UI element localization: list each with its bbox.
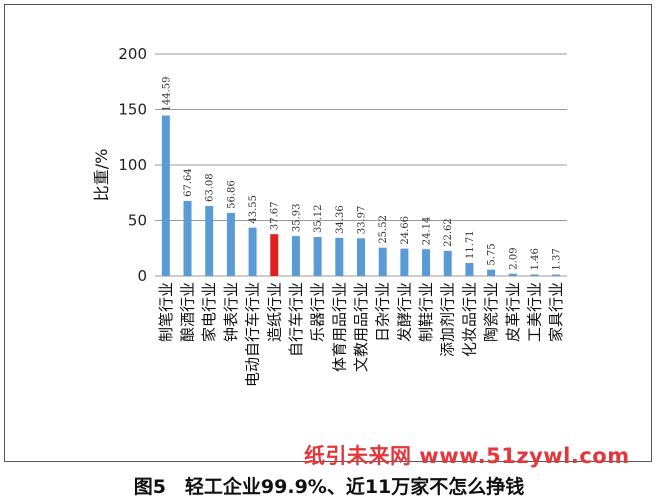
bar	[291, 236, 300, 276]
category-label: 皮革行业	[504, 282, 522, 342]
category-label: 电动自行车行业	[244, 282, 262, 387]
bar	[183, 200, 192, 276]
bar	[226, 212, 235, 276]
data-label: 67.64	[183, 168, 194, 197]
bar	[378, 247, 387, 276]
category-label: 家具行业	[547, 282, 565, 342]
category-label: 化妆品行业	[460, 282, 478, 357]
chart-frame: 0 50 100 150 200 144.59 67.64 63.08 56.86 43.55 3…	[4, 4, 652, 462]
bar	[487, 269, 496, 276]
category-label: 家电行业	[200, 282, 218, 342]
data-label: 25.52	[378, 215, 389, 244]
bar	[443, 250, 452, 276]
category-label: 文教用品行业	[352, 282, 370, 372]
category-label: 发酵行业	[395, 282, 413, 342]
bar	[205, 205, 214, 276]
figure-caption: 图5 轻工企业99.9%、近11万家不怎么挣钱	[133, 476, 525, 498]
category-label: 工美行业	[525, 282, 543, 342]
category-label: 酿酒行业	[179, 282, 197, 342]
data-label: 43.55	[248, 195, 259, 224]
category-label: 自行车行业	[287, 282, 305, 357]
data-label: 37.67	[270, 202, 281, 231]
data-label: 56.86	[226, 180, 237, 209]
bar	[530, 274, 539, 276]
category-label: 造纸行业	[265, 282, 283, 342]
bar	[465, 263, 474, 276]
y-tick-label: 150	[118, 101, 147, 119]
bar	[313, 237, 322, 276]
data-label: 35.12	[313, 204, 324, 233]
category-label: 制鞋行业	[417, 282, 435, 342]
bar	[161, 115, 170, 276]
bar	[270, 234, 279, 276]
category-label: 体育用品行业	[330, 282, 348, 372]
category-label: 添加剂行业	[439, 282, 457, 357]
category-label: 陶瓷行业	[482, 282, 500, 342]
category-label: 钟表行业	[222, 282, 240, 342]
bar	[422, 249, 431, 276]
data-label: 1.37	[552, 248, 563, 270]
y-tick-label: 200	[118, 45, 147, 63]
data-label: 2.09	[508, 247, 519, 269]
category-labels: 制笔行业 酿酒行业 家电行业 钟表行业 电动自行车行业 造纸行业 自行车行业 乐器行业 体育用品…	[157, 282, 565, 387]
bar	[400, 248, 409, 276]
bar	[335, 237, 344, 276]
data-label: 22.62	[443, 218, 454, 247]
grid-lines	[155, 53, 567, 277]
category-label: 乐器行业	[309, 282, 327, 342]
data-label: 33.97	[357, 206, 368, 235]
category-label: 制笔行业	[157, 282, 175, 342]
data-labels: 144.59 67.64 63.08 56.86 43.55 37.67 35.93 35.1…	[161, 77, 562, 271]
y-tick-label: 100	[118, 156, 147, 174]
y-tick-labels: 0 50 100 150 200	[118, 45, 147, 285]
bar	[508, 273, 517, 276]
data-label: 63.08	[205, 173, 216, 202]
bar	[248, 227, 257, 276]
data-label: 5.75	[487, 243, 498, 265]
data-label: 1.46	[530, 248, 541, 270]
y-tick-label: 0	[137, 267, 147, 285]
data-label: 24.66	[400, 216, 411, 245]
y-tick-label: 50	[128, 212, 147, 230]
bar	[357, 238, 365, 276]
data-label: 11.71	[465, 230, 476, 259]
watermark: 纸引未来网 www.51zywl.com	[304, 444, 630, 468]
bars	[161, 115, 561, 276]
data-label: 35.93	[291, 203, 302, 232]
bar-chart: 0 50 100 150 200 144.59 67.64 63.08 56.86 43.55 3…	[92, 45, 567, 387]
category-label: 日杂行业	[374, 282, 392, 342]
data-label: 34.36	[335, 205, 346, 234]
data-label: 144.59	[161, 77, 172, 112]
data-label: 24.14	[422, 217, 433, 246]
bar	[552, 274, 561, 276]
y-axis-label: 比重/%	[92, 149, 111, 202]
